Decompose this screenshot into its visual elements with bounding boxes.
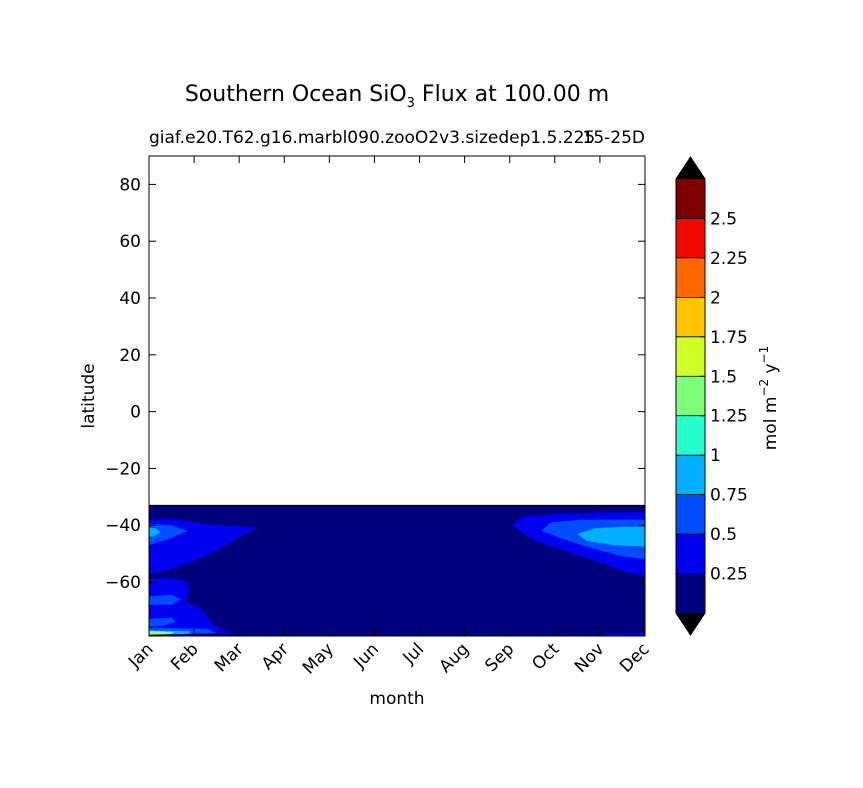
contour-region-13 [153, 632, 167, 634]
contour-region-3 [590, 633, 645, 636]
colorbar-label: mol m−2 y−1 [757, 346, 781, 451]
colorbar-tick-label: 1.25 [710, 407, 748, 427]
contour-region-10 [577, 526, 645, 547]
colorbar-tick-label: 1 [710, 446, 721, 466]
x-tick-label: Oct [528, 639, 563, 674]
contour-region-6 [149, 617, 177, 627]
colorbar-band [676, 534, 705, 574]
y-tick-label: 20 [119, 346, 141, 366]
y-axis: 80 60 40 20 0 −20 −40 −60 [105, 175, 645, 593]
x-tick-label: Feb [167, 639, 202, 674]
colorbar-band [676, 376, 705, 416]
y-tick-label: 0 [130, 403, 141, 423]
contour-layer [149, 504, 645, 636]
colorbar-band [676, 218, 705, 258]
chart-subtitle-left: giaf.e20.T62.g16.marbl090.zooO2v3.sizede… [149, 128, 595, 148]
colorbar-tick-label: 0.25 [710, 565, 748, 585]
x-tick-label: Mar [211, 639, 248, 676]
y-tick-label: −40 [105, 516, 141, 536]
colorbar-band [676, 455, 705, 495]
plot-area: 80 60 40 20 0 −20 −40 −60 Jan Feb Mar Apr May Jun Jul… [105, 155, 654, 678]
x-tick-label: Apr [258, 639, 293, 674]
x-tick-label: Nov [571, 639, 609, 677]
colorbar-band [676, 297, 705, 337]
contour-region-4 [149, 523, 188, 546]
title-subscript: 3 [407, 96, 415, 111]
colorbar-band [676, 336, 705, 377]
colorbar-tick-label: 2 [710, 288, 721, 308]
colorbar-band [676, 573, 705, 613]
colorbar-band [676, 494, 705, 535]
y-tick-label: −60 [105, 573, 141, 593]
x-tick-label: Jul [399, 639, 428, 668]
x-tick-label: Sep [481, 639, 518, 676]
x-tick-label: Jan [124, 639, 157, 672]
contour-region-5 [149, 594, 181, 605]
x-tick-label: Jun [349, 639, 383, 673]
colorbar-tick-label: 2.25 [710, 249, 748, 269]
chart-title: Southern Ocean SiO3 Flux at 100.00 m [185, 82, 609, 111]
x-tick-label: Dec [616, 639, 653, 676]
colorbar-band [676, 415, 705, 456]
x-tick-label: May [299, 639, 338, 678]
y-tick-label: 40 [119, 289, 141, 309]
colorbar-tick-label: 1.75 [710, 328, 748, 348]
colorbar-extend-min [676, 613, 705, 635]
y-axis-label: latitude [79, 363, 99, 428]
plot-frame [148, 155, 646, 637]
colorbar-outline [675, 156, 706, 636]
colorbar-tick-label: 0.75 [710, 486, 748, 506]
y-tick-label: 60 [119, 232, 141, 252]
colorbar-tick-label: 2.5 [710, 209, 737, 229]
colorbar-tick-label: 1.5 [710, 367, 737, 387]
chart-subtitle-right: 15-25D [583, 128, 646, 148]
colorbar-band [676, 257, 705, 298]
x-tick-label: Aug [436, 639, 474, 677]
y-tick-label: 80 [119, 175, 141, 195]
y-tick-label: −20 [105, 459, 141, 479]
contour-region-9 [149, 528, 161, 537]
colorbar-band [676, 179, 705, 219]
colorbar-extend-max [676, 157, 705, 179]
colorbar-tick-label: 0.5 [710, 525, 737, 545]
colorbar: 0.25 0.5 0.75 1 1.25 1.5 1.75 2 2.25 2.5 [675, 156, 748, 636]
x-axis-label: month [369, 689, 424, 709]
